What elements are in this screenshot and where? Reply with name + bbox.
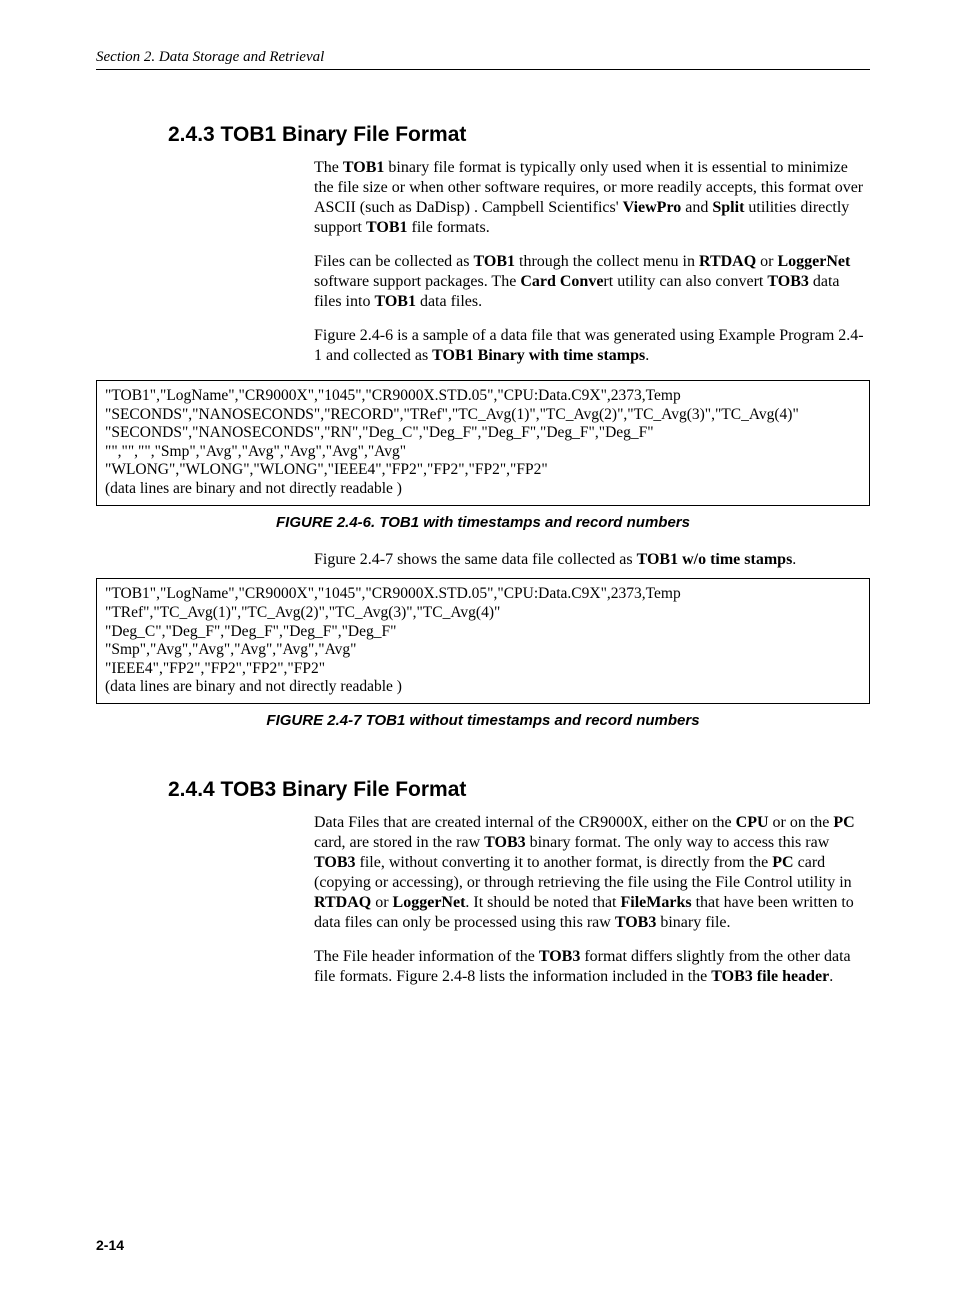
code-box-figure-2-4-7: "TOB1","LogName","CR9000X","1045","CR900…: [96, 578, 870, 704]
text: card, are stored in the raw: [314, 834, 484, 851]
section-2-4-3-body: The TOB1 binary file format is typically…: [314, 158, 866, 366]
section-2-4-4-heading: 2.4.4 TOB3 Binary File Format: [168, 777, 870, 803]
running-header: Section 2. Data Storage and Retrieval: [96, 48, 870, 70]
figure-2-4-6-caption: FIGURE 2.4-6. TOB1 with timestamps and r…: [96, 514, 870, 533]
page-number: 2-14: [96, 1237, 870, 1255]
text: and: [681, 199, 712, 216]
text: rt utility can also convert: [603, 273, 767, 290]
bold-text: PC: [833, 814, 854, 831]
text: file formats.: [408, 219, 490, 236]
bold-text: TOB3: [539, 948, 581, 965]
bold-text: TOB3: [314, 854, 356, 871]
text: through the collect menu in: [515, 253, 699, 270]
bold-text: Split: [712, 199, 744, 216]
bold-text: FileMarks: [621, 894, 692, 911]
para-1: Data Files that are created internal of …: [314, 813, 866, 933]
para-2: The File header information of the TOB3 …: [314, 947, 866, 987]
bold-text: TOB1: [374, 293, 416, 310]
bold-text: TOB1: [343, 159, 385, 176]
text: .: [829, 968, 833, 985]
text: or: [371, 894, 392, 911]
text: Files can be collected as: [314, 253, 474, 270]
bold-text: TOB1: [474, 253, 516, 270]
section-2-4-3-heading: 2.4.3 TOB1 Binary File Format: [168, 122, 870, 148]
bold-text: CPU: [736, 814, 769, 831]
text: The File header information of the: [314, 948, 539, 965]
bold-text: TOB3 file header: [711, 968, 829, 985]
bold-text: TOB3: [615, 914, 657, 931]
para-1: The TOB1 binary file format is typically…: [314, 158, 866, 238]
bold-text: TOB1 Binary with time stamps: [432, 347, 645, 364]
bold-text: LoggerNet: [393, 894, 466, 911]
text: Data Files that are created internal of …: [314, 814, 736, 831]
bold-text: Card Conve: [520, 273, 603, 290]
bold-text: TOB3: [767, 273, 809, 290]
text: binary format. The only way to access th…: [526, 834, 830, 851]
bold-text: RTDAQ: [699, 253, 756, 270]
bold-text: ViewPro: [623, 199, 682, 216]
text: .: [792, 551, 796, 568]
bold-text: TOB1: [366, 219, 408, 236]
text: Figure 2.4-7 shows the same data file co…: [314, 551, 637, 568]
figure-2-4-7-caption: FIGURE 2.4-7 TOB1 without timestamps and…: [96, 712, 870, 731]
text: or: [756, 253, 777, 270]
text: binary file.: [656, 914, 730, 931]
bold-text: TOB3: [484, 834, 526, 851]
text: .: [645, 347, 649, 364]
bold-text: TOB1 w/o time stamps: [637, 551, 793, 568]
text: software support packages. The: [314, 273, 520, 290]
para-2: Files can be collected as TOB1 through t…: [314, 252, 866, 312]
code-box-figure-2-4-6: "TOB1","LogName","CR9000X","1045","CR900…: [96, 380, 870, 506]
para-3: Figure 2.4-6 is a sample of a data file …: [314, 326, 866, 366]
mid-paragraph: Figure 2.4-7 shows the same data file co…: [314, 550, 866, 570]
text: The: [314, 159, 343, 176]
bold-text: LoggerNet: [778, 253, 851, 270]
text: . It should be noted that: [465, 894, 620, 911]
text: or on the: [769, 814, 834, 831]
text: file, without converting it to another f…: [356, 854, 773, 871]
section-2-4-4-body: Data Files that are created internal of …: [314, 813, 866, 987]
text: data files.: [416, 293, 482, 310]
bold-text: PC: [772, 854, 793, 871]
bold-text: RTDAQ: [314, 894, 371, 911]
